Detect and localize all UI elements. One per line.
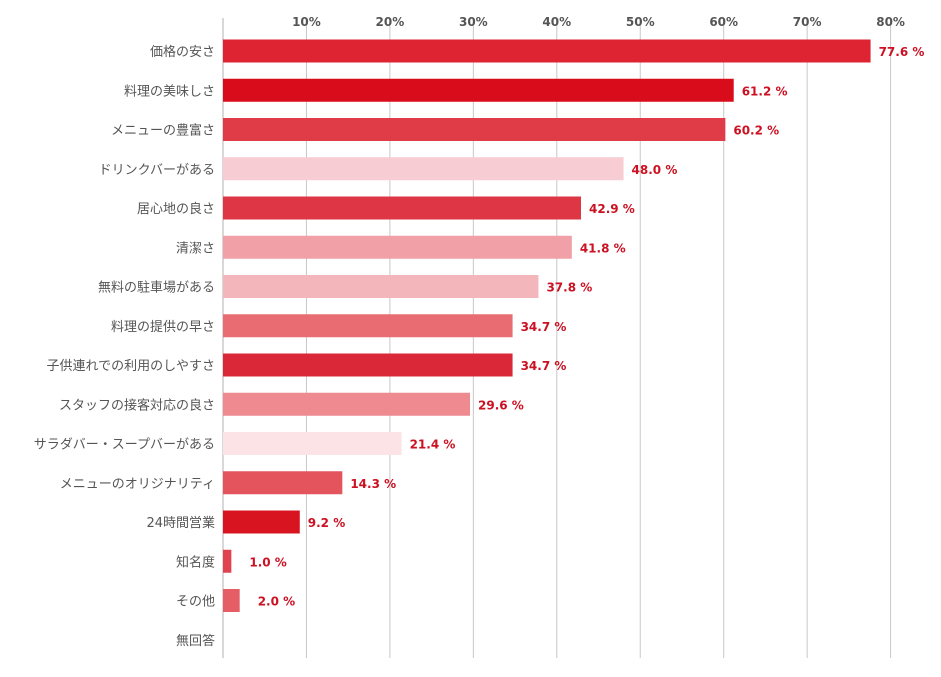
bar [223, 78, 734, 102]
category-label: 清潔さ [176, 241, 215, 256]
value-label: 60.2 % [733, 124, 779, 138]
category-label: 料理の提供の早さ [111, 319, 215, 335]
x-tick-label: 10% [292, 15, 321, 29]
category-label: スタッフの接客対応の良さ [59, 397, 215, 413]
value-label: 34.7 % [521, 359, 567, 373]
bar [223, 471, 343, 495]
x-tick-label: 20% [376, 15, 405, 29]
value-label: 77.6 % [879, 45, 925, 59]
value-label: 42.9 % [589, 202, 635, 216]
bar [223, 314, 513, 338]
bar [223, 510, 300, 534]
value-label: 14.3 % [350, 477, 396, 491]
category-label: メニューのオリジナリティ [60, 477, 215, 492]
bar [223, 432, 402, 455]
category-label: 無料の駐車場がある [98, 281, 215, 296]
value-label: 21.4 % [410, 438, 456, 452]
value-label: 61.2 % [742, 84, 788, 98]
category-label: 価格の安さ [150, 44, 215, 60]
category-label: ドリンクバーがある [99, 163, 215, 178]
category-label: メニューの豊富さ [111, 123, 215, 139]
bar [223, 275, 539, 298]
value-label: 9.2 % [308, 516, 345, 530]
x-tick-label: 60% [709, 15, 738, 29]
bar [223, 589, 240, 612]
value-label: 34.7 % [521, 320, 567, 334]
category-label: 無回答 [176, 633, 215, 649]
category-label: 子供連れでの利用のしやすさ [47, 359, 215, 374]
category-label: 料理の美味しさ [124, 84, 215, 99]
category-label: 知名度 [176, 554, 215, 570]
category-label: 24時間営業 [146, 515, 215, 531]
x-tick-label: 70% [793, 15, 822, 29]
bar [223, 353, 513, 377]
value-label: 29.6 % [478, 398, 524, 412]
category-label: その他 [176, 595, 215, 610]
bar [223, 392, 471, 416]
x-tick-label: 80% [876, 15, 905, 29]
value-label: 2.0 % [258, 595, 295, 609]
x-tick-label: 30% [459, 15, 488, 29]
value-label: 1.0 % [249, 555, 286, 569]
bar [223, 39, 871, 63]
value-label: 48.0 % [632, 163, 678, 177]
category-label: 居心地の良さ [137, 201, 215, 217]
bar [223, 118, 726, 141]
value-label: 41.8 % [580, 241, 626, 255]
bar [223, 235, 572, 259]
x-tick-label: 50% [626, 15, 655, 29]
x-tick-label: 40% [542, 15, 571, 29]
category-label: サラダバー・スープバーがある [34, 438, 215, 453]
bar [223, 549, 232, 573]
bar [223, 196, 582, 220]
value-label: 37.8 % [546, 281, 592, 295]
bar [223, 157, 624, 181]
